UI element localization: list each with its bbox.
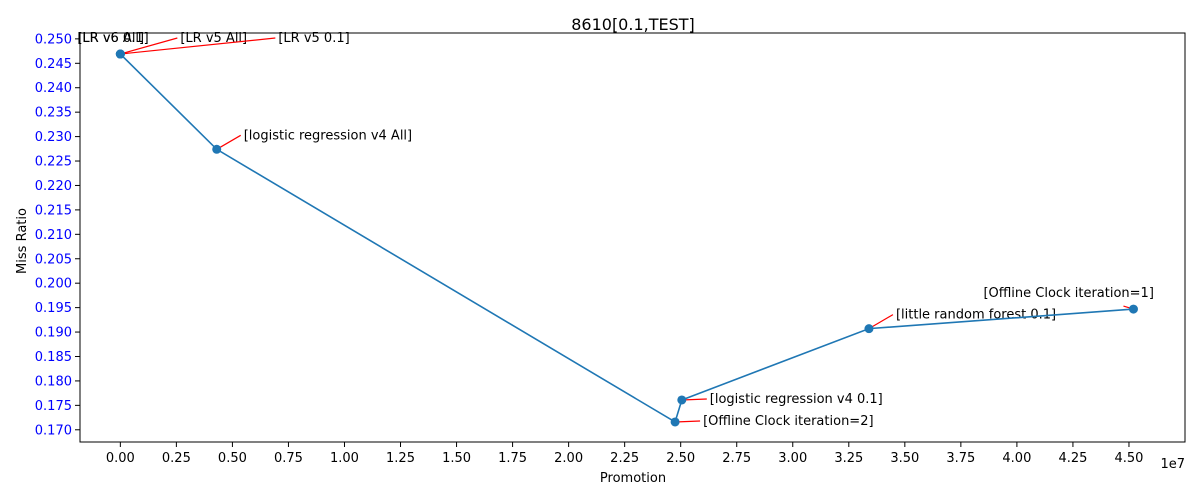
annotation-arrow (216, 134, 242, 150)
series (115, 49, 1138, 427)
x-offset-label: 1e7 (1160, 457, 1185, 472)
annotation-arrow (120, 37, 178, 55)
x-axis-label: Promotion (600, 471, 666, 486)
x-tick-label: 4.00 (1002, 451, 1031, 466)
y-tick-label: 0.180 (35, 374, 72, 389)
annotations: [LR v6 0.1][LR v6 All] [LR v5 All] [LR v5 … (77, 31, 1154, 429)
y-tick-label: 0.230 (35, 130, 72, 145)
annotation-label: [LR v6 All] (77, 31, 144, 46)
y-axis-label: Miss Ratio (15, 208, 30, 274)
annotation-label: [LR v5 0.1] (278, 31, 349, 46)
x-tick-label: 2.75 (722, 451, 751, 466)
x-tick-label: 4.50 (1114, 451, 1143, 466)
y-tick-label: 0.185 (35, 350, 72, 365)
data-point (670, 417, 680, 427)
y-tick-label: 0.205 (35, 252, 72, 267)
y-tick-label: 0.215 (35, 203, 72, 218)
x-tick-label: 1.25 (386, 451, 415, 466)
data-point (864, 324, 874, 334)
annotation-label: [Offline Clock iteration=1] (983, 286, 1153, 301)
x-tick-label: 3.50 (890, 451, 919, 466)
data-point (677, 395, 687, 405)
y-tick-label: 0.170 (35, 423, 72, 438)
plot-frame (79, 32, 1186, 443)
y-tick-label: 0.195 (35, 301, 72, 316)
series-line (119, 53, 1134, 424)
y-tick-label: 0.200 (35, 277, 72, 292)
x-tick-label: 0.50 (218, 451, 247, 466)
annotation-arrow (120, 37, 276, 55)
y-tick-label: 0.210 (35, 228, 72, 243)
chart-title: 8610[0.1,TEST] (571, 15, 695, 34)
x-tick-label: 1.50 (442, 451, 471, 466)
y-tick-label: 0.225 (35, 155, 72, 170)
y-tick-label: 0.220 (35, 179, 72, 194)
x-tick-label: 0.00 (106, 451, 135, 466)
x-tick-label: 0.25 (162, 451, 191, 466)
y-ticks: 0.170 0.175 0.180 0.185 0.190 0.195 0.200 0.205… (35, 32, 80, 438)
annotation-label: [little random forest 0.1] (896, 308, 1056, 323)
annotation-label: [logistic regression v4 All] (244, 128, 412, 143)
x-tick-label: 3.25 (834, 451, 863, 466)
annotation-label: [logistic regression v4 0.1] (710, 392, 883, 407)
data-point (115, 49, 125, 59)
y-tick-label: 0.235 (35, 106, 72, 121)
x-tick-label: 1.75 (498, 451, 527, 466)
y-tick-label: 0.190 (35, 326, 72, 341)
y-tick-label: 0.240 (35, 81, 72, 96)
annotation-label: [Offline Clock iteration=2] (703, 414, 873, 429)
x-tick-label: 2.00 (554, 451, 583, 466)
y-tick-label: 0.245 (35, 57, 72, 72)
x-tick-label: 1.00 (330, 451, 359, 466)
data-point (1128, 304, 1138, 314)
x-ticks: 0.00 0.25 0.50 0.75 1.00 1.25 1.50 1.75 2.00 2.25… (106, 442, 1143, 466)
annotation-label: [LR v6 0.1] (77, 31, 148, 46)
x-tick-label: 2.25 (610, 451, 639, 466)
x-tick-label: 0.75 (274, 451, 303, 466)
data-point (212, 144, 222, 154)
y-tick-label: 0.250 (35, 32, 72, 47)
x-tick-label: 2.50 (666, 451, 695, 466)
x-tick-label: 4.25 (1058, 451, 1087, 466)
annotation-arrow (868, 314, 894, 330)
x-tick-label: 3.00 (778, 451, 807, 466)
x-tick-label: 3.75 (946, 451, 975, 466)
y-tick-label: 0.175 (35, 399, 72, 414)
